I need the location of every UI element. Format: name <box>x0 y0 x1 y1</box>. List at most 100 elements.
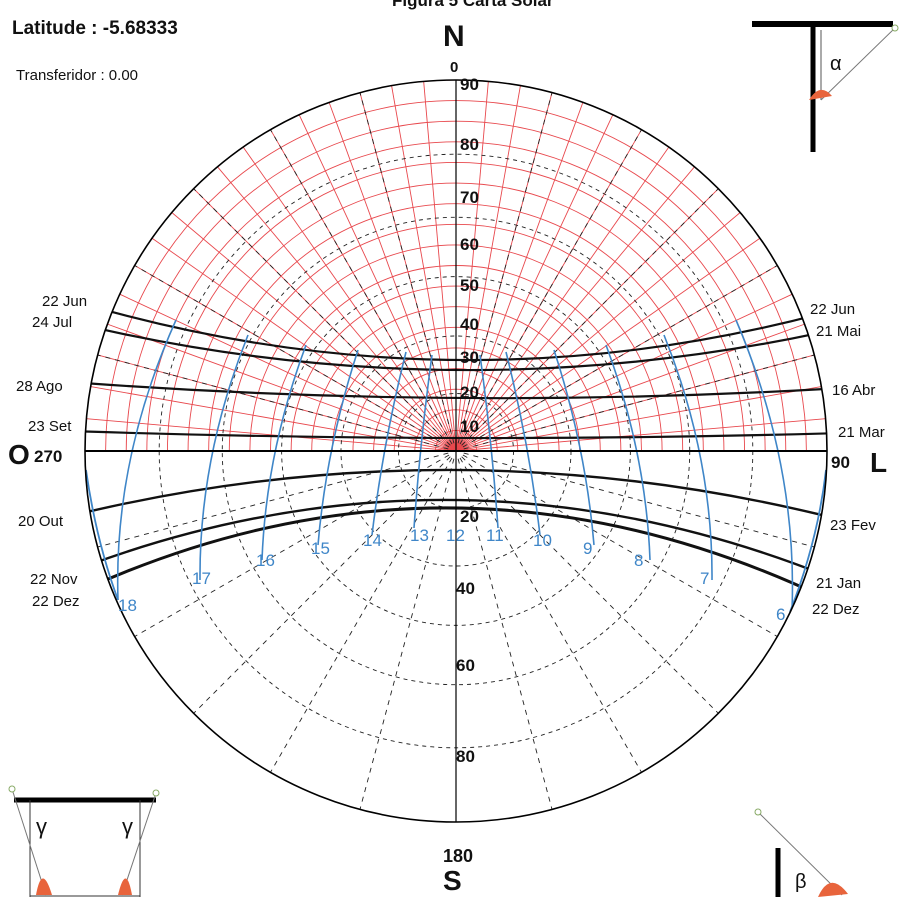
date-label-left: 20 Out <box>18 513 64 530</box>
protractor-ray <box>455 386 822 451</box>
hour-curve <box>85 469 119 601</box>
protractor-label: Transferidor : 0.00 <box>16 67 138 84</box>
hour-label: 7 <box>700 569 709 588</box>
hour-curve <box>605 344 651 561</box>
azimuth-ray <box>193 456 451 714</box>
hour-curve <box>479 354 499 529</box>
azimuth-ray <box>461 456 719 714</box>
date-labels-right: 22 Jun 21 Mai 16 Abr 21 Mar 23 Fev 21 Ja… <box>810 301 885 618</box>
east-degree-label: 90 <box>831 453 850 472</box>
altitude-label: 60 <box>456 656 475 675</box>
altitude-label: 10 <box>460 417 479 436</box>
horizon-circle <box>84 79 828 823</box>
date-label-left: 22 Dez <box>32 593 80 610</box>
protractor-ray <box>455 237 761 451</box>
date-labels-left: 22 Jun 24 Jul 28 Ago 23 Set 20 Out 22 No… <box>16 293 87 610</box>
protractor-ray <box>455 146 670 451</box>
south-degree-label: 180 <box>443 846 473 866</box>
hour-label: 11 <box>486 526 504 545</box>
azimuth-ray <box>97 452 449 548</box>
latitude-label: Latitude : -5.68333 <box>12 18 178 39</box>
date-label-right: 21 Mai <box>816 323 861 340</box>
altitude-label: 80 <box>456 747 475 766</box>
hour-curve <box>371 351 407 536</box>
protractor-ray <box>455 85 521 451</box>
protractor-ray <box>455 102 584 451</box>
azimuth-ray <box>462 454 778 637</box>
azimuth-ray <box>457 92 553 444</box>
protractor-ray <box>171 212 457 451</box>
altitude-label: 80 <box>460 135 479 154</box>
date-label-left: 23 Set <box>28 418 72 435</box>
east-label: L <box>870 447 887 478</box>
hour-label: 9 <box>583 539 592 558</box>
hour-curve <box>505 351 541 536</box>
gamma-angle-icon: γ γ <box>8 785 160 897</box>
gamma-symbol-right: γ <box>122 814 133 839</box>
protractor-ray <box>217 166 457 451</box>
azimuth-ray <box>462 265 778 448</box>
hour-curve <box>789 469 827 613</box>
hour-curve <box>663 334 713 581</box>
altitude-label: 40 <box>456 579 475 598</box>
protractor-ray <box>455 212 741 451</box>
azimuth-ray <box>461 188 719 446</box>
hour-label: 8 <box>634 551 643 570</box>
hour-label: 16 <box>256 551 275 570</box>
protractor-ray <box>328 102 457 451</box>
azimuth-ray <box>270 457 453 773</box>
hour-label: 10 <box>533 531 552 550</box>
south-label: S <box>443 865 462 896</box>
date-label-right: 16 Abr <box>832 382 875 399</box>
protractor-ray <box>423 81 457 451</box>
protractor-ray <box>86 418 457 451</box>
azimuth-ray <box>270 129 453 445</box>
hour-curve <box>413 354 433 529</box>
date-label-right: 21 Jan <box>816 575 861 592</box>
alpha-symbol: α <box>830 53 842 75</box>
west-label: O <box>8 439 30 470</box>
altitude-label: 50 <box>460 276 479 295</box>
azimuth-ray <box>463 452 815 548</box>
protractor-ray <box>90 386 457 451</box>
protractor-ray <box>455 418 826 451</box>
azimuth-ray <box>134 454 450 637</box>
date-label-right: 22 Dez <box>812 601 860 618</box>
azimuth-ray <box>193 188 451 446</box>
alpha-angle-icon: α <box>752 21 899 152</box>
hour-label: 17 <box>192 569 211 588</box>
altitude-label: 60 <box>460 235 479 254</box>
date-label-left: 24 Jul <box>32 314 72 331</box>
date-label-right: 23 Fev <box>830 517 876 534</box>
protractor-ray <box>242 146 457 451</box>
date-label-left: 28 Ago <box>16 378 63 395</box>
date-label-right: 22 Jun <box>810 301 855 318</box>
altitude-labels-lower: 20 40 60 80 <box>456 507 479 766</box>
beta-symbol: β <box>795 871 807 893</box>
altitude-label: 90 <box>460 75 479 94</box>
hour-label: 15 <box>311 539 330 558</box>
altitude-label: 20 <box>460 507 479 526</box>
hour-labels: 18 17 16 15 14 13 12 11 10 9 8 7 6 <box>118 526 785 624</box>
protractor-ray <box>151 237 457 451</box>
hour-label: 6 <box>776 605 785 624</box>
hour-curve <box>199 334 249 581</box>
north-degree-label: 0 <box>450 59 458 76</box>
altitude-label: 30 <box>460 348 479 367</box>
altitude-labels-upper: 90 80 70 60 50 40 30 20 10 <box>460 75 479 436</box>
protractor-ray <box>455 114 614 451</box>
protractor-ray <box>298 114 457 451</box>
altitude-label: 40 <box>460 315 479 334</box>
hour-curves <box>85 319 827 613</box>
date-label-right: 21 Mar <box>838 424 885 441</box>
hour-label: 13 <box>410 526 429 545</box>
beta-angle-icon: β <box>754 808 848 897</box>
azimuth-ray <box>134 265 450 448</box>
altitude-label: 70 <box>460 188 479 207</box>
hour-label: 12 <box>446 526 465 545</box>
azimuth-ray <box>359 458 455 810</box>
hour-curve <box>553 349 595 546</box>
gamma-symbol-left: γ <box>36 814 47 839</box>
hour-label: 14 <box>363 531 382 550</box>
altitude-label: 20 <box>460 383 479 402</box>
